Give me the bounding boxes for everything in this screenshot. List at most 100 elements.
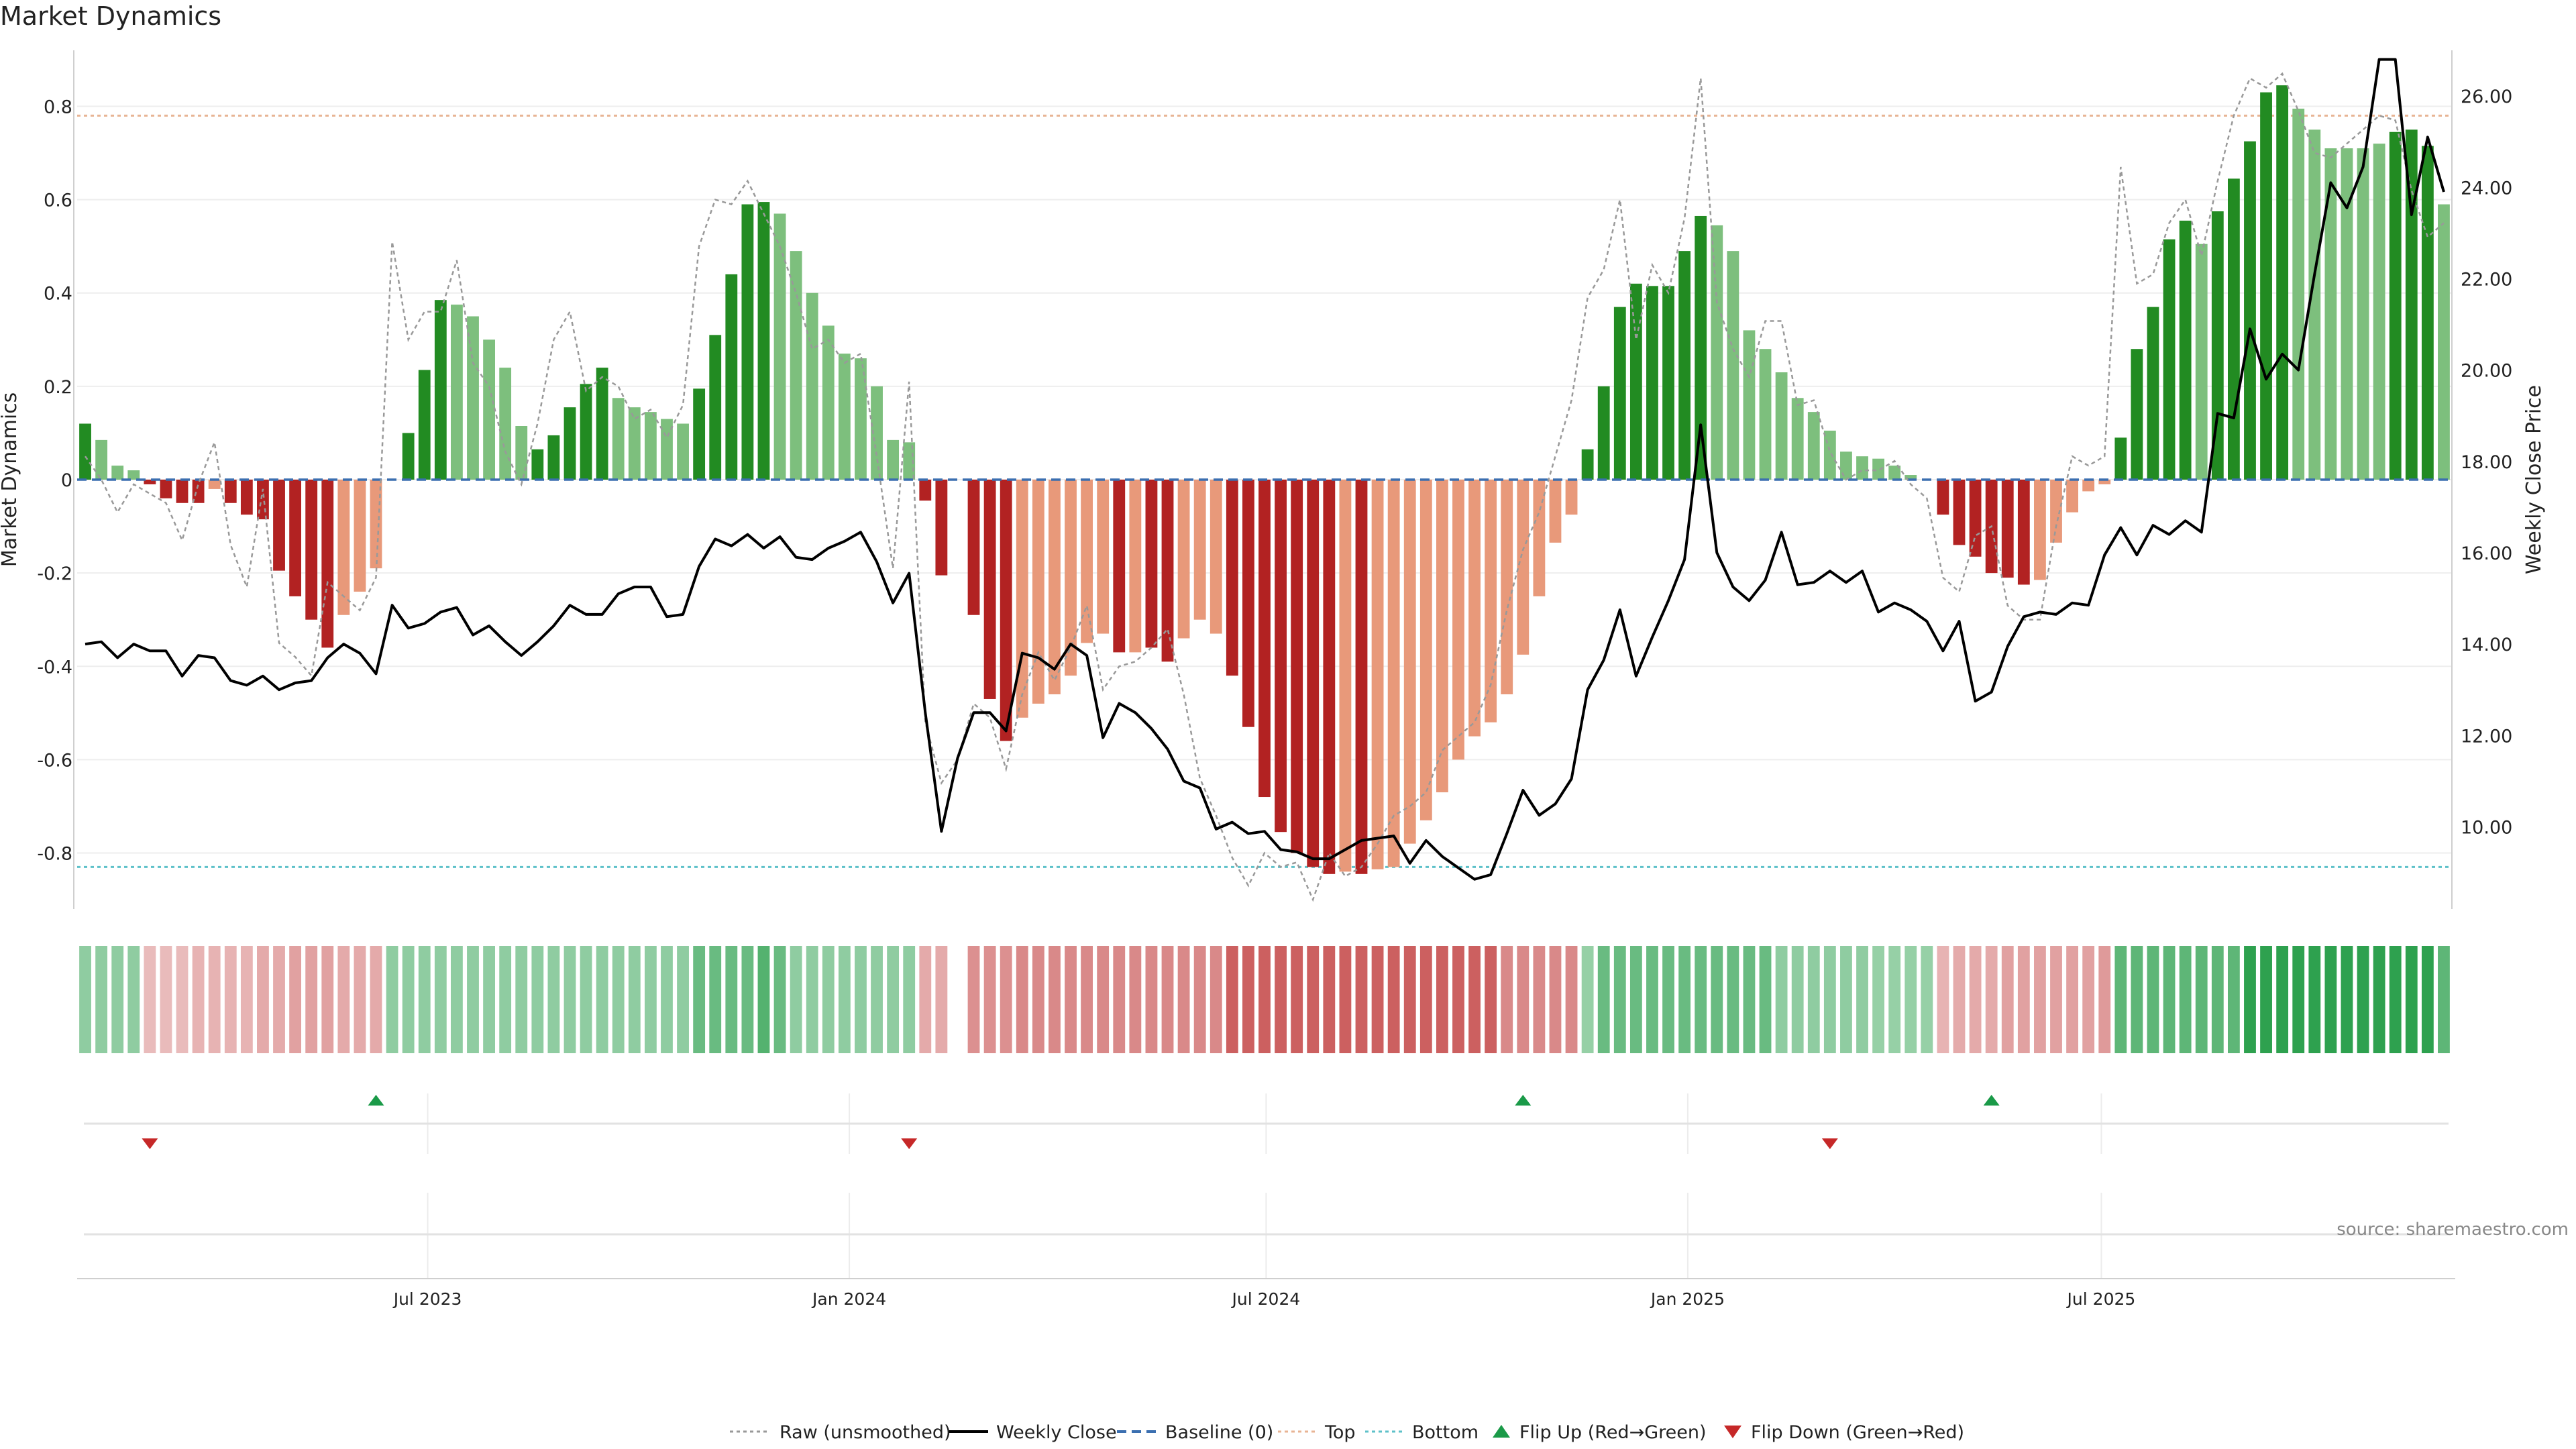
regime-cell	[1049, 946, 1061, 1053]
y-tick-label: -0.8	[37, 844, 72, 865]
regime-cell	[1937, 946, 1949, 1053]
regime-cell	[1856, 946, 1868, 1053]
flip-up-marker	[1515, 1095, 1532, 1106]
regime-cell	[515, 946, 528, 1053]
market-dynamics-bar	[2373, 144, 2385, 480]
market-dynamics-bar	[2341, 148, 2353, 480]
y2-tick-label: 16.00	[2461, 543, 2512, 564]
regime-cell	[2131, 946, 2143, 1053]
market-dynamics-bar	[741, 204, 754, 480]
market-dynamics-bar	[402, 433, 415, 480]
y2-tick-label: 10.00	[2461, 817, 2512, 838]
regime-cell	[1727, 946, 1739, 1053]
regime-cell	[273, 946, 285, 1053]
y2-tick-label: 24.00	[2461, 178, 2512, 199]
regime-cell	[2292, 946, 2305, 1053]
regime-cell	[1242, 946, 1254, 1053]
market-dynamics-bar	[2421, 146, 2434, 480]
market-dynamics-bar	[1323, 480, 1336, 874]
y2-tick-label: 18.00	[2461, 452, 2512, 473]
regime-cell	[903, 946, 916, 1053]
market-dynamics-bar	[757, 202, 770, 480]
market-dynamics-bar	[1081, 480, 1093, 643]
regime-cell	[677, 946, 689, 1053]
regime-cell	[1468, 946, 1481, 1053]
market-dynamics-bar	[1419, 480, 1432, 820]
market-dynamics-bar	[806, 292, 818, 480]
market-dynamics-bar	[855, 358, 867, 480]
regime-cell	[2034, 946, 2046, 1053]
market-dynamics-bar	[224, 480, 237, 503]
regime-cell	[1662, 946, 1674, 1053]
market-dynamics-bar	[337, 480, 350, 615]
regime-cell	[967, 946, 980, 1053]
regime-cell	[1888, 946, 1901, 1053]
regime-cell	[1840, 946, 1852, 1053]
regime-cell	[1436, 946, 1448, 1053]
regime-cell	[983, 946, 996, 1053]
regime-cell	[1533, 946, 1546, 1053]
regime-cell	[1549, 946, 1562, 1053]
regime-cell	[2211, 946, 2224, 1053]
regime-cell	[1613, 946, 1626, 1053]
regime-cell	[2147, 946, 2159, 1053]
regime-cell	[2421, 946, 2434, 1053]
market-dynamics-bar	[1161, 480, 1174, 662]
market-dynamics-bar	[1581, 449, 1594, 480]
regime-cell	[709, 946, 722, 1053]
regime-cell	[1339, 946, 1352, 1053]
regime-cell	[2163, 946, 2176, 1053]
regime-cell	[1081, 946, 1093, 1053]
y-axis-label: Market Dynamics	[0, 392, 21, 568]
market-dynamics-bar	[1711, 225, 1723, 480]
regime-cell	[176, 946, 189, 1053]
market-dynamics-bar	[1485, 480, 1497, 722]
regime-cell	[1581, 946, 1594, 1053]
regime-cell	[1097, 946, 1110, 1053]
regime-cell	[1904, 946, 1917, 1053]
market-dynamics-bar	[1872, 458, 1885, 480]
y2-tick-label: 22.00	[2461, 269, 2512, 290]
market-dynamics-bar	[838, 354, 851, 480]
reference-lines	[77, 114, 2452, 868]
regime-cell	[1323, 946, 1336, 1053]
market-dynamics-bar	[1210, 480, 1222, 634]
regime-cell	[741, 946, 754, 1053]
regime-cell	[1000, 946, 1012, 1053]
regime-cell	[1387, 946, 1400, 1053]
market-dynamics-bar	[903, 442, 916, 480]
market-dynamics-bar	[1339, 480, 1352, 872]
flip-down-marker	[901, 1138, 918, 1149]
market-dynamics-bar	[1565, 480, 1578, 515]
regime-cell	[144, 946, 156, 1053]
market-dynamics-bar	[1113, 480, 1126, 653]
market-dynamics-bar	[1775, 372, 1788, 480]
regime-cell	[354, 946, 366, 1053]
regime-cell	[1711, 946, 1723, 1053]
regime-cell	[257, 946, 269, 1053]
market-dynamics-bar	[919, 480, 932, 501]
market-dynamics-bar	[111, 466, 124, 480]
regime-cell	[2357, 946, 2369, 1053]
market-dynamics-bar	[871, 386, 883, 480]
market-dynamics-bar	[1049, 480, 1061, 694]
market-dynamics-bar	[580, 384, 592, 480]
regime-cell	[1823, 946, 1836, 1053]
regime-cell	[1485, 946, 1497, 1053]
market-dynamics-bar	[2131, 349, 2143, 480]
regime-cell	[838, 946, 851, 1053]
market-dynamics-bar	[1549, 480, 1562, 543]
legend-close-label: Weekly Close	[996, 1422, 1117, 1443]
regime-cell	[1275, 946, 1287, 1053]
regime-cell	[2050, 946, 2062, 1053]
market-dynamics-bar	[1517, 480, 1529, 655]
regime-cell	[2017, 946, 2030, 1053]
bottom-panel	[77, 1233, 2455, 1279]
regime-cell	[1210, 946, 1222, 1053]
market-dynamics-bar	[1613, 307, 1626, 480]
regime-cell	[160, 946, 172, 1053]
regime-cell	[289, 946, 302, 1053]
market-dynamics-bar	[628, 407, 641, 480]
regime-cell	[1016, 946, 1028, 1053]
regime-cell	[1953, 946, 1966, 1053]
